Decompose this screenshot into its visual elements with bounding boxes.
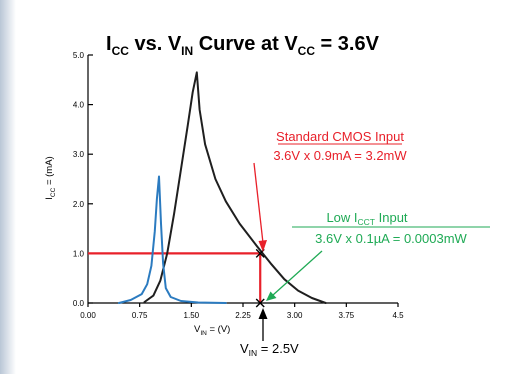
cmos-arrow-head	[258, 240, 267, 252]
lowicct-annotation-formula: 3.6V x 0.1µA = 0.0003mW	[315, 231, 467, 246]
vin-annotation: VIN = 2.5V	[240, 341, 299, 358]
series-group	[118, 71, 327, 304]
cmos-arrow-line	[253, 162, 264, 244]
y-tick-label: 3.0	[73, 150, 85, 159]
cmos-annotation-formula: 3.6V x 0.9mA = 3.2mW	[273, 148, 407, 163]
y-tick-label: 5.0	[73, 51, 85, 60]
axis-ticks: 0.0 1.0 2.0 3.0 4.0 5.0 0.00 0.75 1.50 2.25 3.00 3.…	[73, 51, 404, 320]
chart-title: ICC vs. VIN Curve at VCC = 3.6V	[106, 33, 380, 58]
lowicct-arrow-head	[266, 291, 277, 301]
x-axis-title: VIN = (V)	[194, 324, 230, 337]
lowicct-arrow-line	[272, 250, 323, 296]
reference-lines	[88, 252, 262, 303]
y-tick-label: 4.0	[73, 101, 85, 110]
x-tick-label: 0.75	[132, 311, 148, 320]
series-line	[143, 71, 327, 304]
x-tick-label: 0.00	[80, 311, 96, 320]
y-tick-label: 0.0	[73, 299, 85, 308]
y-tick-label: 2.0	[73, 200, 85, 209]
y-tick-label: 1.0	[73, 249, 85, 258]
cmos-annotation-title: Standard CMOS Input	[276, 129, 404, 144]
x-tick-label: 4.5	[392, 311, 404, 320]
x-marker	[255, 298, 265, 308]
lowicct-annotation-title: Low ICCT Input	[326, 210, 407, 227]
vin-arrow-head	[258, 308, 268, 319]
x-tick-label: 3.00	[287, 311, 303, 320]
x-tick-label: 2.25	[235, 311, 251, 320]
y-axis-title: ICC = (mA)	[44, 156, 57, 199]
x-tick-label: 3.75	[339, 311, 355, 320]
series-line	[118, 175, 227, 304]
x-tick-label: 1.50	[184, 311, 200, 320]
